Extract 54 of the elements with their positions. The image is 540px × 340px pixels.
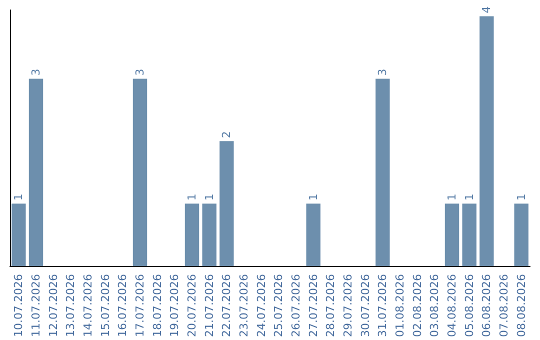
data-label: 3 xyxy=(376,68,390,76)
bar xyxy=(462,204,476,266)
bar xyxy=(514,204,528,266)
x-tick-label: 20.07.2026 xyxy=(186,274,198,338)
data-label: 3 xyxy=(134,68,146,76)
x-tick-label: 06.08.2026 xyxy=(480,274,494,338)
bar xyxy=(28,78,44,266)
data-label: 1 xyxy=(202,194,216,201)
x-tick-label: 11.07.2026 xyxy=(30,274,42,338)
x-tick-label: 26.07.2026 xyxy=(290,274,302,338)
data-label: 3 xyxy=(30,68,42,76)
data-label: 4 xyxy=(480,6,494,14)
x-tick-label: 02.08.2026 xyxy=(410,274,424,338)
data-label: 2 xyxy=(220,131,234,138)
data-label: 1 xyxy=(186,194,198,201)
x-tick-label: 30.07.2026 xyxy=(358,274,372,338)
x-tick-label: 14.07.2026 xyxy=(82,274,94,338)
x-tick-label: 31.07.2026 xyxy=(376,274,390,338)
x-tick-label: 22.07.2026 xyxy=(220,274,234,338)
x-tick-label: 21.07.2026 xyxy=(202,274,216,338)
x-tick-label: 03.08.2026 xyxy=(428,274,442,338)
data-label: 1 xyxy=(306,194,320,201)
bar xyxy=(184,204,200,266)
data-label: 1 xyxy=(514,194,528,201)
bar xyxy=(220,141,234,266)
x-tick-label: 05.08.2026 xyxy=(462,274,476,338)
data-label: 1 xyxy=(12,194,26,201)
x-tick-label: 24.07.2026 xyxy=(254,274,268,338)
x-tick-label: 04.08.2026 xyxy=(446,274,458,338)
data-label: 1 xyxy=(446,194,458,201)
data-label: 1 xyxy=(462,194,476,201)
x-tick-label: 25.07.2026 xyxy=(272,274,286,338)
bar xyxy=(132,78,148,266)
bar xyxy=(202,204,216,266)
x-tick-label: 13.07.2026 xyxy=(64,274,78,338)
bar xyxy=(306,204,320,266)
x-tick-label: 28.07.2026 xyxy=(324,274,338,338)
x-tick-label: 12.07.2026 xyxy=(46,274,60,338)
x-tick-label: 29.07.2026 xyxy=(342,274,354,338)
x-tick-label: 18.07.2026 xyxy=(150,274,164,338)
bar xyxy=(12,204,26,266)
x-tick-label: 23.07.2026 xyxy=(238,274,250,338)
x-tick-label: 19.07.2026 xyxy=(168,274,182,338)
x-tick-label: 01.08.2026 xyxy=(394,274,406,338)
x-tick-label: 10.07.2026 xyxy=(12,274,26,338)
bar xyxy=(444,204,460,266)
x-tick-label: 15.07.2026 xyxy=(98,274,112,338)
bar xyxy=(376,78,390,266)
x-tick-label: 07.08.2026 xyxy=(498,274,510,338)
x-tick-label: 16.07.2026 xyxy=(116,274,130,338)
x-tick-label: 27.07.2026 xyxy=(306,274,320,338)
x-tick-label: 08.08.2026 xyxy=(514,274,528,338)
x-tick-label: 17.07.2026 xyxy=(134,274,146,338)
bar xyxy=(480,16,494,266)
